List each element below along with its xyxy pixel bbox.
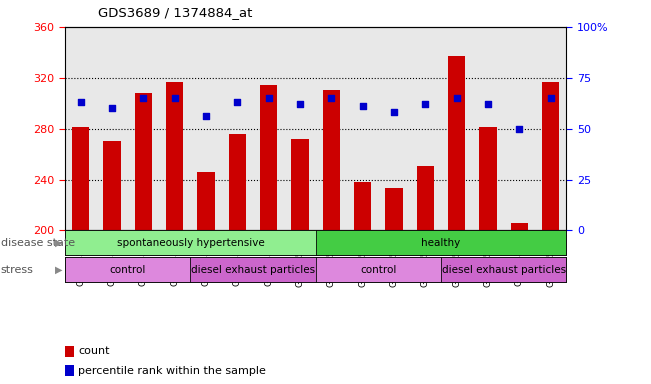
- Text: stress: stress: [1, 265, 33, 275]
- Bar: [104, 141, 120, 230]
- Point: [264, 95, 274, 101]
- Text: count: count: [78, 346, 109, 356]
- Text: GDS3689 / 1374884_at: GDS3689 / 1374884_at: [98, 6, 252, 19]
- Point: [357, 103, 368, 109]
- Bar: [441, 257, 566, 282]
- Bar: [72, 127, 89, 230]
- Point: [483, 101, 493, 107]
- Bar: [260, 85, 277, 230]
- Point: [514, 126, 525, 132]
- Bar: [191, 257, 316, 282]
- Point: [389, 109, 399, 116]
- Text: disease state: disease state: [1, 238, 75, 248]
- Bar: [354, 182, 371, 230]
- Point: [107, 105, 117, 111]
- Point: [420, 101, 430, 107]
- Text: ▶: ▶: [55, 238, 63, 248]
- Bar: [479, 127, 497, 230]
- Bar: [316, 257, 441, 282]
- Bar: [292, 139, 309, 230]
- Text: diesel exhaust particles: diesel exhaust particles: [191, 265, 315, 275]
- Text: control: control: [360, 265, 396, 275]
- Point: [295, 101, 305, 107]
- Point: [546, 95, 556, 101]
- Point: [452, 95, 462, 101]
- Text: control: control: [109, 265, 146, 275]
- Bar: [511, 223, 528, 230]
- Bar: [65, 365, 74, 376]
- Bar: [417, 166, 434, 230]
- Text: percentile rank within the sample: percentile rank within the sample: [78, 366, 266, 376]
- Bar: [65, 346, 74, 357]
- Bar: [385, 189, 403, 230]
- Bar: [316, 230, 566, 255]
- Point: [201, 113, 212, 119]
- Bar: [323, 91, 340, 230]
- Bar: [448, 56, 465, 230]
- Point: [232, 99, 243, 105]
- Point: [138, 95, 148, 101]
- Text: healthy: healthy: [421, 238, 461, 248]
- Point: [76, 99, 86, 105]
- Bar: [65, 257, 191, 282]
- Point: [326, 95, 337, 101]
- Bar: [166, 81, 184, 230]
- Bar: [229, 134, 246, 230]
- Bar: [542, 81, 559, 230]
- Text: ▶: ▶: [55, 265, 63, 275]
- Point: [169, 95, 180, 101]
- Text: diesel exhaust particles: diesel exhaust particles: [441, 265, 566, 275]
- Bar: [65, 230, 316, 255]
- Bar: [197, 172, 215, 230]
- Bar: [135, 93, 152, 230]
- Text: spontaneously hypertensive: spontaneously hypertensive: [117, 238, 264, 248]
